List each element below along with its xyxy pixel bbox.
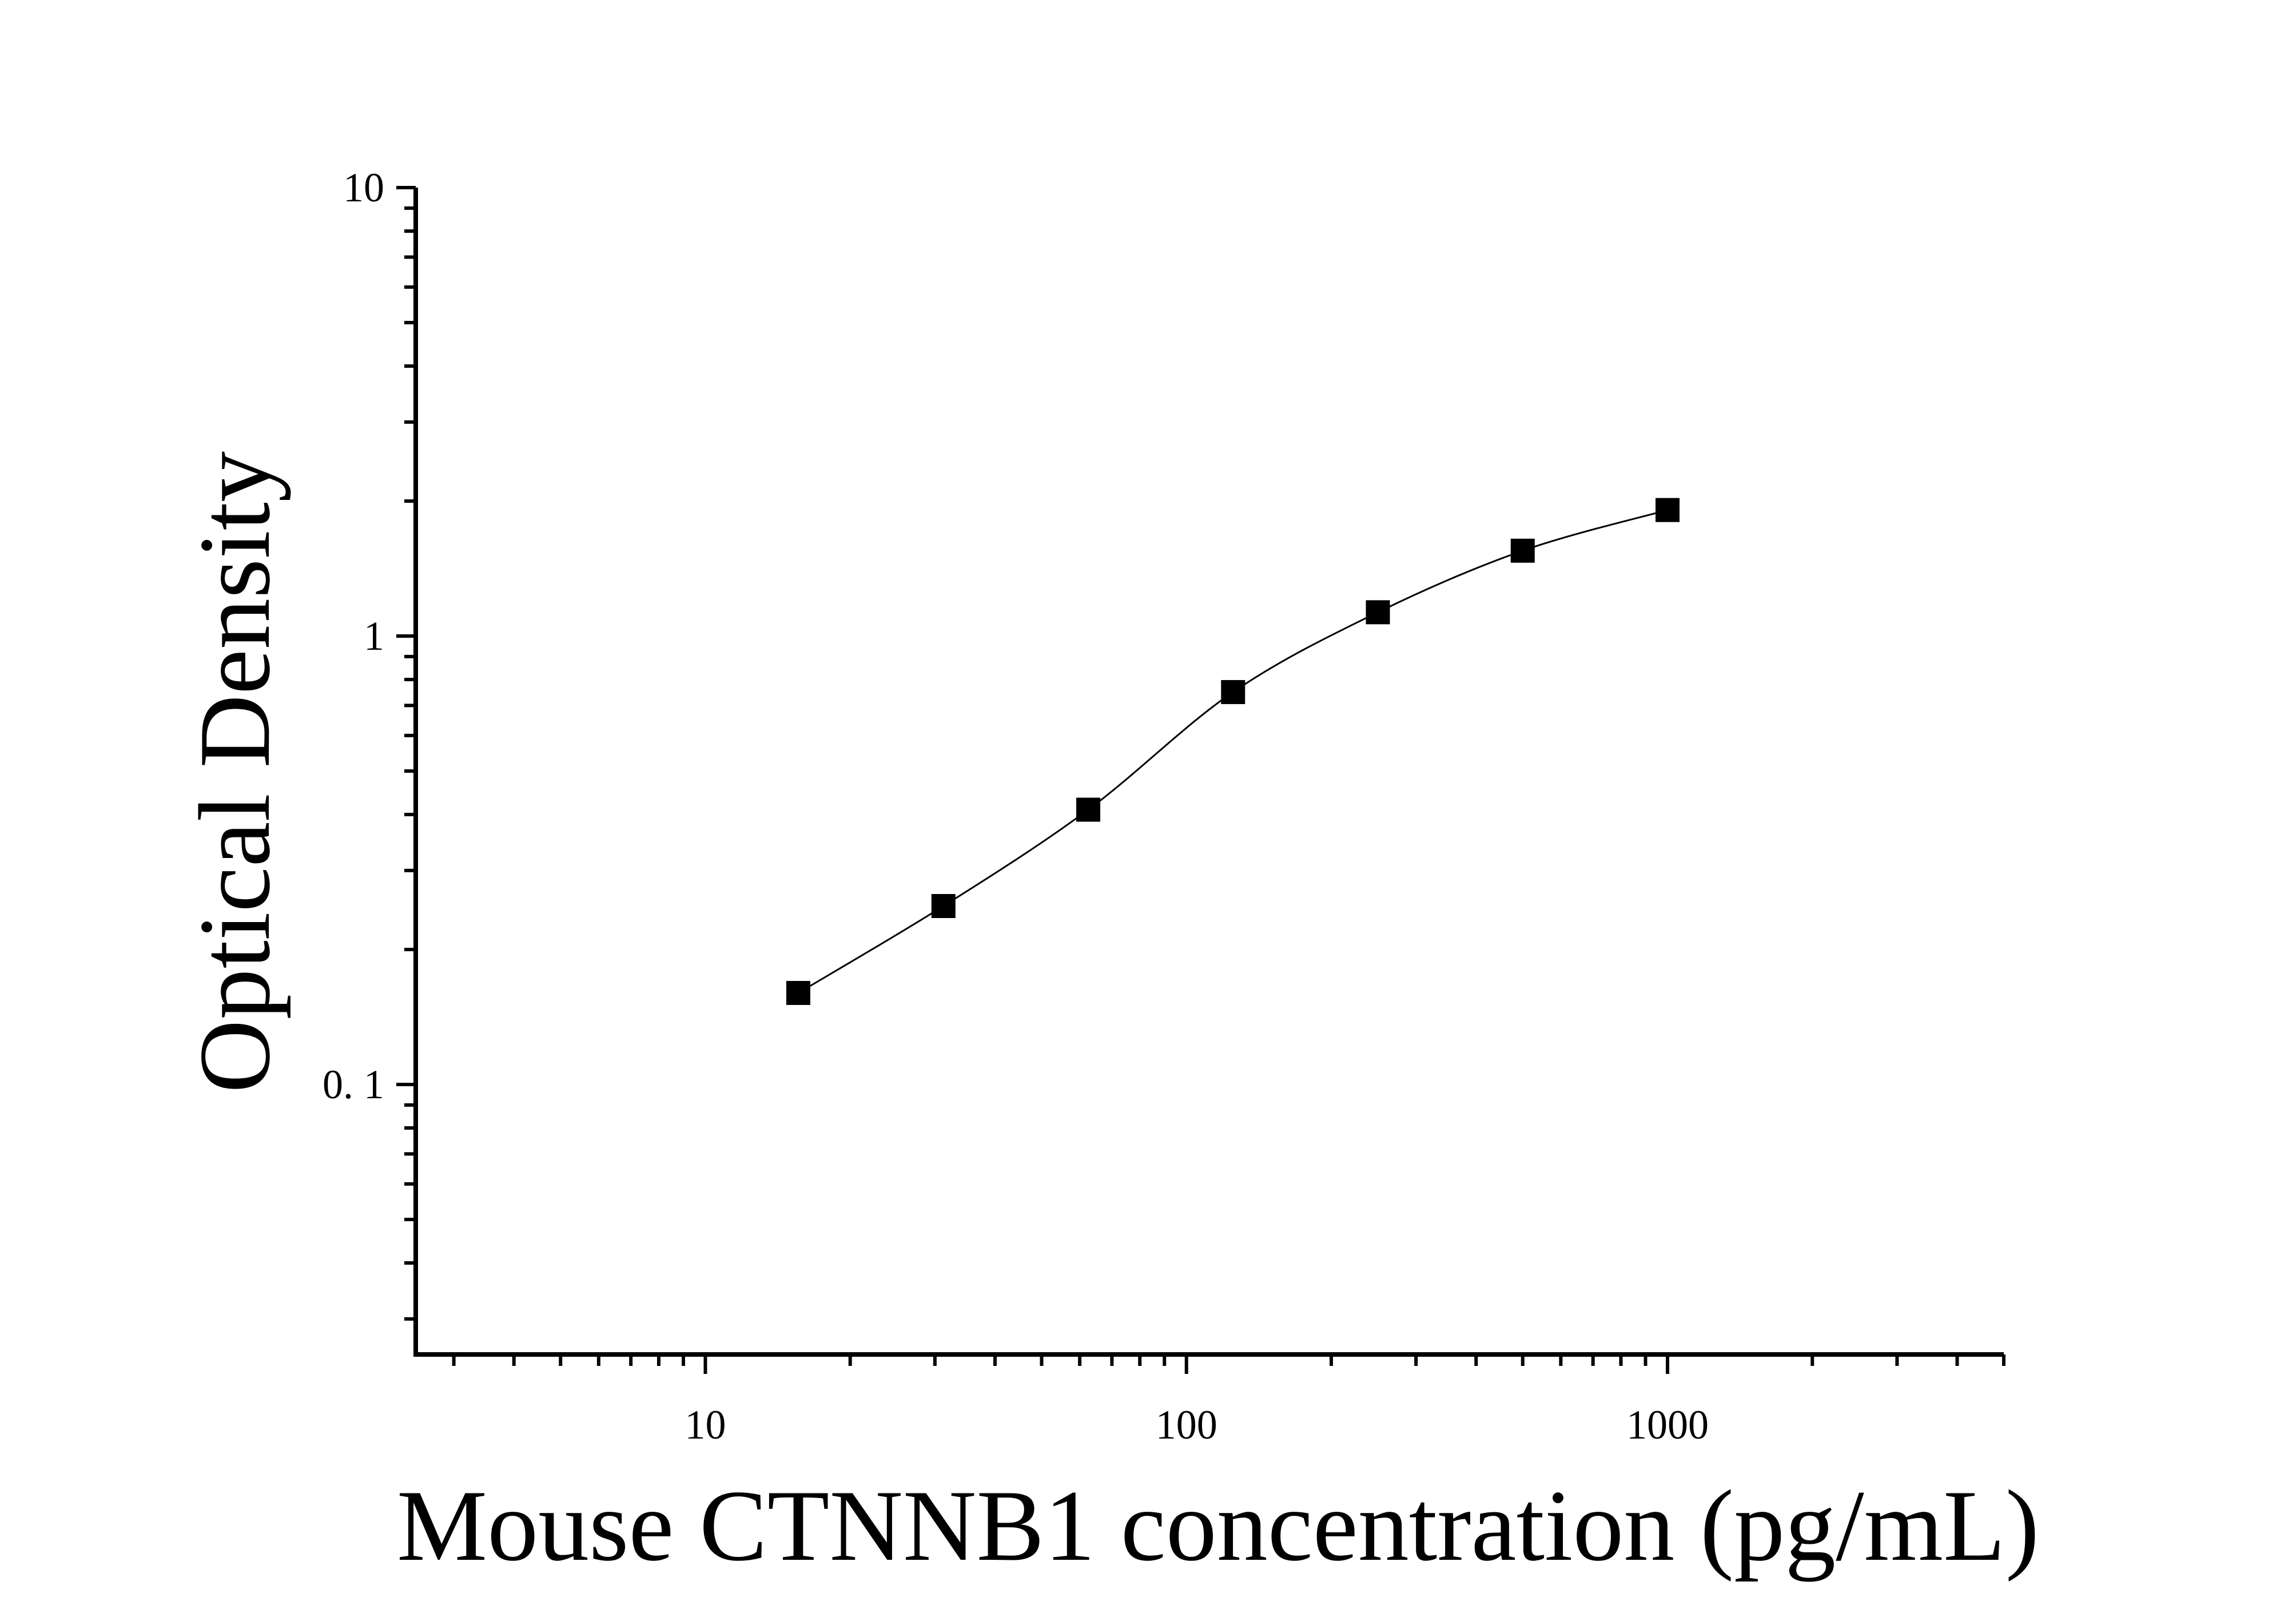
y-tick-labels: 0. 1 1 10: [323, 165, 384, 1107]
data-point: [786, 980, 810, 1005]
x-tick-label: 100: [1156, 1402, 1217, 1448]
x-axis-title: Mouse CTNNB1 concentration (pg/mL): [397, 1469, 2039, 1582]
x-tick-labels: 10 100 1000: [685, 1402, 1709, 1448]
y-tick-label: 0. 1: [323, 1062, 384, 1107]
data-point: [1221, 680, 1246, 704]
fitted-curve: [798, 509, 1668, 994]
data-point: [1510, 538, 1535, 563]
y-tick-label: 1: [364, 613, 384, 659]
data-point: [1366, 600, 1390, 625]
data-point: [931, 894, 956, 919]
data-point: [1655, 498, 1680, 522]
y-tick-label: 10: [343, 165, 384, 210]
x-tick-label: 10: [685, 1402, 726, 1448]
data-markers: [786, 498, 1680, 1005]
x-tick-label: 1000: [1626, 1402, 1709, 1448]
y-axis-title: Optical Density: [178, 451, 291, 1093]
minor-ticks: [404, 206, 2005, 1366]
data-point: [1076, 797, 1101, 822]
major-ticks: [396, 186, 1669, 1374]
